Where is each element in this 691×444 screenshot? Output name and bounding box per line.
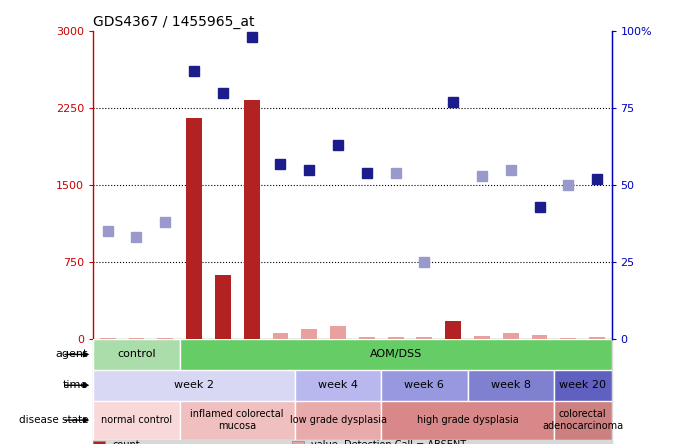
Text: high grade dysplasia: high grade dysplasia — [417, 415, 518, 425]
Bar — [215, 275, 231, 339]
Bar — [244, 100, 260, 339]
Text: inflamed colorectal
mucosa: inflamed colorectal mucosa — [191, 409, 284, 431]
Bar — [359, 337, 375, 339]
Bar — [503, 333, 519, 339]
Bar — [531, 335, 547, 339]
Bar — [295, 400, 381, 440]
Bar — [560, 337, 576, 339]
Text: colorectal
adenocarcinoma: colorectal adenocarcinoma — [542, 409, 623, 431]
Bar — [93, 339, 612, 444]
Text: week 2: week 2 — [174, 380, 214, 390]
Legend: count, percentile rank within the sample, value, Detection Call = ABSENT, rank, : count, percentile rank within the sample… — [93, 440, 466, 444]
Bar — [93, 400, 180, 440]
Bar — [295, 370, 381, 400]
Bar — [301, 329, 317, 339]
Bar — [554, 370, 612, 400]
Bar — [445, 321, 461, 339]
Bar — [468, 370, 554, 400]
Text: normal control: normal control — [101, 415, 172, 425]
Text: low grade dysplasia: low grade dysplasia — [290, 415, 386, 425]
Bar — [388, 337, 404, 339]
Text: disease state: disease state — [19, 415, 88, 425]
Text: week 6: week 6 — [404, 380, 444, 390]
Text: GDS4367 / 1455965_at: GDS4367 / 1455965_at — [93, 15, 255, 29]
Text: AOM/DSS: AOM/DSS — [370, 349, 422, 360]
Bar — [589, 337, 605, 339]
Bar — [381, 400, 554, 440]
Bar — [272, 333, 288, 339]
Text: week 4: week 4 — [318, 380, 358, 390]
Bar — [180, 400, 295, 440]
Bar — [474, 336, 490, 339]
Bar — [93, 370, 295, 400]
Bar — [330, 326, 346, 339]
Bar — [554, 400, 612, 440]
Bar — [93, 339, 180, 370]
Text: week 8: week 8 — [491, 380, 531, 390]
Text: time: time — [63, 380, 88, 390]
Bar — [100, 337, 115, 339]
Text: control: control — [117, 349, 155, 360]
Text: week 20: week 20 — [559, 380, 606, 390]
Bar — [158, 338, 173, 339]
Bar — [417, 337, 433, 339]
Text: agent: agent — [56, 349, 88, 360]
Bar — [129, 338, 144, 339]
Bar — [186, 119, 202, 339]
Bar — [180, 339, 612, 370]
Bar — [381, 370, 468, 400]
